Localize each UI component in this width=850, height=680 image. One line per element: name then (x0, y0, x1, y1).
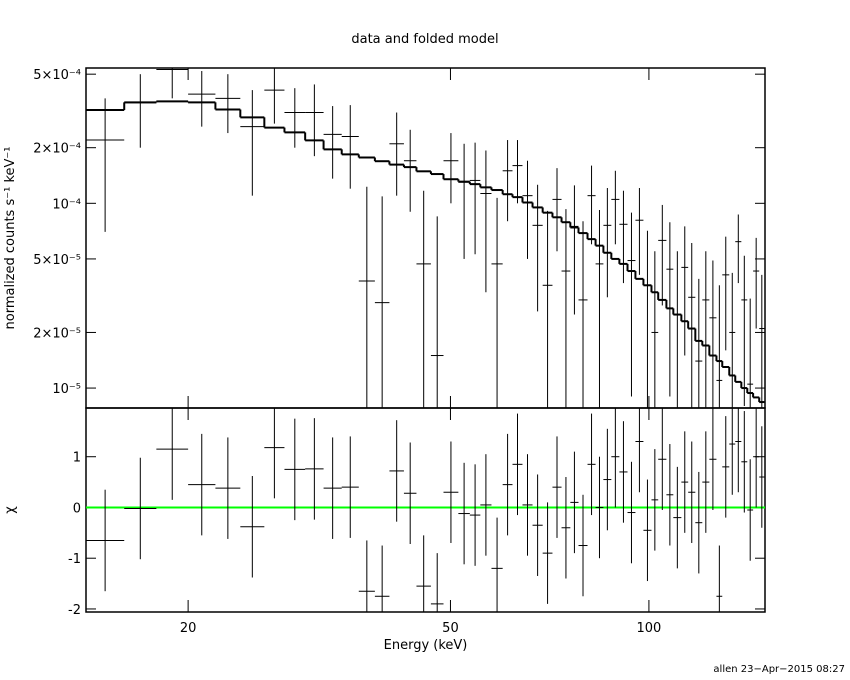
footer: allen 23−Apr−2015 08:27 (713, 664, 845, 675)
y-tick-label: 2×10⁻⁴ (33, 142, 81, 157)
y-tick-label: 1 (73, 451, 81, 466)
y-tick-label: 5×10⁻⁴ (33, 68, 81, 83)
plot-frame (85, 407, 766, 613)
y-axis-label: normalized counts s⁻¹ keV⁻¹ (3, 147, 18, 330)
chart-title: data and folded model (351, 32, 498, 47)
y-axis-label: χ (3, 506, 18, 514)
x-axis-label: Energy (keV) (384, 638, 468, 653)
y-tick-label: 0 (73, 501, 81, 516)
y-tick-label: 5×10⁻⁵ (33, 253, 81, 268)
x-tick-label: 50 (442, 621, 459, 636)
y-tick-label: 10⁻⁴ (52, 197, 81, 212)
y-tick-label: -2 (68, 603, 81, 618)
y-tick-label: 2×10⁻⁵ (33, 326, 81, 341)
y-tick-label: -1 (68, 552, 81, 567)
x-tick-label: 20 (180, 621, 197, 636)
plot-frame (85, 67, 766, 409)
x-tick-label: 100 (636, 621, 661, 636)
y-tick-label: 10⁻⁵ (52, 382, 81, 397)
